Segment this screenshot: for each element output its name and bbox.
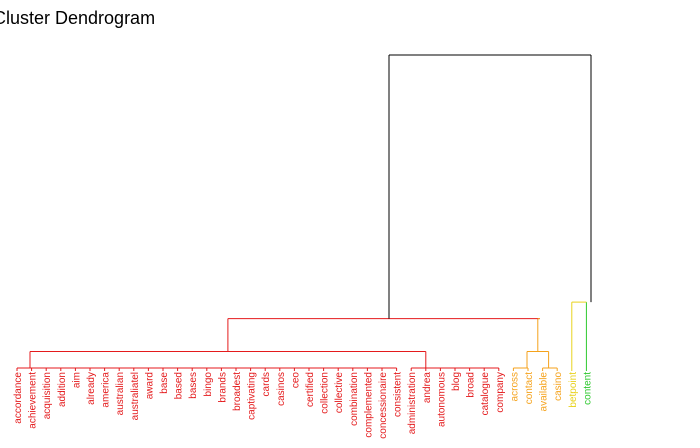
leaf-label: contact <box>524 372 535 404</box>
leaf-label: broadest <box>232 372 243 411</box>
leaf-label: america <box>101 372 112 408</box>
leaf-label: across <box>509 372 520 401</box>
leaf-label: blog <box>451 372 462 391</box>
leaf-label: australian <box>115 372 126 415</box>
leaf-label: award <box>144 372 155 399</box>
leaf-label: aim <box>71 372 82 388</box>
leaf-label: collection <box>320 372 331 414</box>
leaf-label: concessionaire <box>378 372 389 439</box>
leaf-label: acquisition <box>42 372 53 419</box>
leaf-label: already <box>86 372 97 405</box>
leaf-label: casino <box>553 372 564 401</box>
leaf-label: base <box>159 372 170 394</box>
leaf-label: collective <box>334 372 345 414</box>
leaf-label: bingo <box>203 372 214 397</box>
leaf-label: achievement <box>28 372 39 429</box>
leaf-label: australiatel <box>130 372 141 420</box>
leaf-label: company <box>495 372 506 413</box>
leaf-label: andrea <box>422 372 433 404</box>
leaf-label: catalogue <box>480 372 491 416</box>
leaf-label: consistent <box>393 372 404 417</box>
leaf-label: cards <box>261 372 272 396</box>
leaf-label: certified <box>305 372 316 407</box>
leaf-label: addition <box>57 372 68 407</box>
leaf-label: brands <box>217 372 228 403</box>
leaf-label: autonomous <box>436 372 447 427</box>
leaf-label: ceo <box>290 372 301 389</box>
leaf-label: administration <box>407 372 418 434</box>
leaf-label: based <box>174 372 185 399</box>
leaf-label: casinos <box>276 372 287 406</box>
leaf-label: betpoint <box>568 372 579 408</box>
leaf-label: broad <box>466 372 477 398</box>
leaf-label: captivating <box>247 372 258 420</box>
leaf-label: combination <box>349 372 360 426</box>
leaf-label: bases <box>188 372 199 399</box>
leaf-label: available <box>539 372 550 412</box>
leaf-label: accordance <box>13 372 24 424</box>
chart-title: Cluster Dendrogram <box>0 8 156 28</box>
leaf-label: complemented <box>363 372 374 438</box>
leaf-label: content <box>582 372 593 405</box>
